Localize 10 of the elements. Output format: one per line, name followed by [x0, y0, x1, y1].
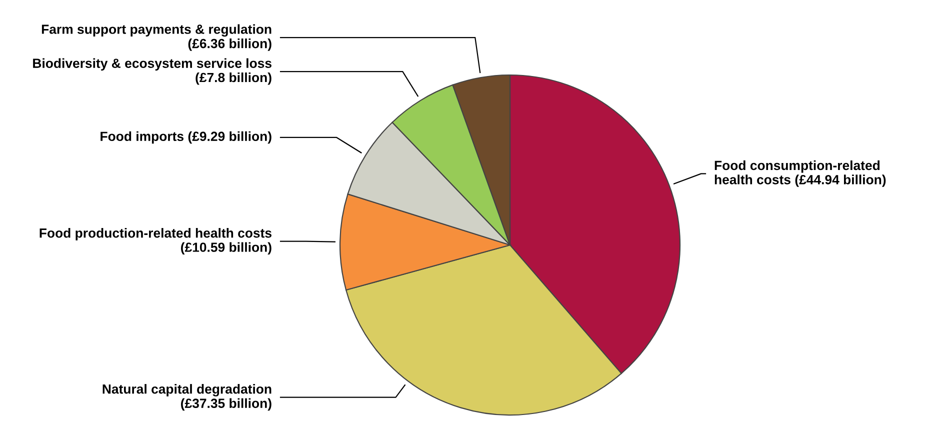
- data-label: (£6.36 billion): [188, 38, 272, 51]
- slice-label: Food imports (£9.29 billion): [100, 131, 272, 144]
- slice-label: Biodiversity & ecosystem service loss: [33, 58, 272, 71]
- slice-label: Farm support payments & regulation: [42, 24, 272, 37]
- slice-label: Natural capital degradation: [102, 384, 272, 396]
- data-label: (£7.8 billion): [196, 72, 272, 85]
- data-label: (£10.59 billion): [181, 242, 272, 255]
- slice-label: Food production-related health costs: [40, 228, 272, 240]
- data-label: (£37.35 billion): [181, 398, 272, 411]
- slice-label: Food consumption-related health costs (£44.94 billion): [714, 160, 886, 187]
